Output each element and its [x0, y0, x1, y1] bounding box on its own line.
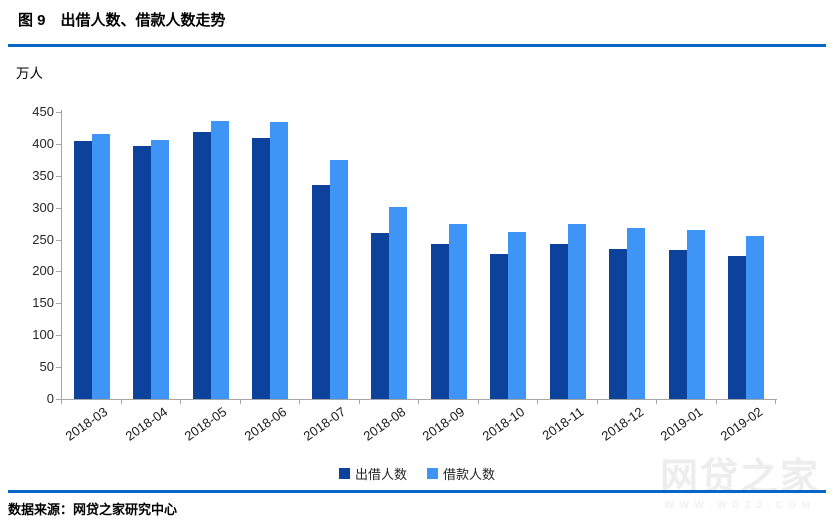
- x-axis-label: 2018-08: [360, 404, 408, 444]
- x-axis-label: 2018-11: [539, 404, 587, 444]
- y-tick-mark: [56, 239, 61, 241]
- footer-divider: [8, 490, 826, 493]
- y-tick-mark: [56, 143, 61, 145]
- bar-borrowers: [329, 160, 348, 399]
- legend-swatch-borrowers: [427, 468, 438, 479]
- x-tick-mark: [477, 399, 479, 404]
- x-tick-mark: [656, 399, 657, 404]
- y-tick-mark: [56, 112, 61, 113]
- bar-lenders: [371, 233, 390, 399]
- legend-label: 出借人数: [354, 467, 407, 482]
- x-tick-mark: [537, 399, 538, 404]
- legend-label: 借款人数: [443, 467, 496, 482]
- y-tick-mark: [56, 367, 61, 369]
- y-tick-label: 450: [32, 104, 54, 119]
- y-tick-label: 50: [39, 359, 54, 375]
- bar-borrowers: [508, 231, 527, 399]
- x-axis-label: 2019-02: [717, 404, 765, 444]
- x-tick-mark: [715, 399, 717, 404]
- legend-item: 出借人数: [338, 464, 407, 483]
- chart-legend: 出借人数 借款人数: [0, 464, 834, 483]
- x-axis-label: 2018-06: [241, 404, 289, 444]
- source-note: 数据来源：网贷之家研究中心: [8, 502, 178, 517]
- y-tick-mark: [56, 207, 61, 209]
- x-tick-mark: [358, 399, 360, 404]
- y-tick-label: 250: [32, 231, 54, 247]
- y-tick-label: 0: [46, 391, 54, 406]
- x-axis-label: 2018-12: [598, 404, 646, 444]
- y-tick-label: 150: [32, 295, 54, 311]
- bar-borrowers: [627, 228, 646, 399]
- bar-lenders: [549, 244, 568, 399]
- x-tick-mark: [775, 399, 776, 404]
- bar-lenders: [728, 256, 747, 399]
- y-axis-unit-label: 万人: [16, 66, 43, 81]
- y-tick-mark: [56, 271, 61, 273]
- x-tick-mark: [180, 399, 181, 404]
- header-divider: [8, 44, 826, 47]
- bar-lenders: [252, 137, 271, 399]
- x-tick-mark: [418, 399, 419, 404]
- bar-lenders: [490, 253, 509, 399]
- y-tick-label: 300: [32, 199, 54, 215]
- x-axis-label: 2018-03: [62, 404, 111, 444]
- legend-item: 借款人数: [427, 464, 495, 483]
- x-axis-line: [61, 399, 777, 400]
- bar-borrowers: [567, 223, 586, 399]
- x-axis-label: 2018-10: [479, 404, 527, 444]
- bar-lenders: [609, 249, 628, 399]
- y-tick-mark: [56, 175, 61, 177]
- y-tick-mark: [56, 303, 61, 305]
- x-tick-mark: [596, 399, 598, 404]
- figure-title: 图 9 出借人数、借款人数走势: [18, 12, 226, 29]
- bar-lenders: [668, 249, 687, 399]
- bar-borrowers: [746, 236, 765, 399]
- bar-borrowers: [448, 224, 467, 399]
- y-tick-label: 200: [32, 263, 54, 279]
- y-tick-label: 100: [32, 327, 54, 343]
- y-tick-label: 350: [32, 167, 54, 183]
- x-axis-label: 2018-04: [122, 404, 170, 444]
- bar-lenders: [192, 132, 211, 399]
- bar-lenders: [311, 185, 330, 399]
- y-tick-mark: [56, 399, 61, 400]
- x-tick-mark: [61, 399, 62, 404]
- bar-borrowers: [91, 133, 110, 399]
- x-axis-label: 2018-07: [300, 404, 349, 444]
- x-axis-label: 2019-01: [657, 404, 706, 444]
- bar-borrowers: [151, 140, 170, 399]
- bar-borrowers: [270, 121, 289, 399]
- bar-lenders: [133, 146, 152, 399]
- bar-borrowers: [686, 229, 705, 399]
- y-axis-line: [61, 110, 62, 403]
- bar-lenders: [430, 244, 449, 399]
- legend-swatch-lenders: [338, 468, 350, 479]
- bar-borrowers: [210, 120, 229, 399]
- x-tick-mark: [299, 399, 300, 404]
- x-tick-mark: [120, 399, 122, 404]
- x-axis-label: 2018-05: [181, 404, 230, 444]
- bar-lenders: [73, 140, 92, 399]
- y-tick-mark: [56, 335, 61, 337]
- x-tick-mark: [239, 399, 241, 404]
- bar-borrowers: [389, 207, 408, 399]
- y-tick-label: 400: [32, 135, 54, 151]
- watermark-url-text: WWW.WDZJ.COM: [664, 500, 816, 511]
- x-axis-label: 2018-09: [419, 404, 468, 444]
